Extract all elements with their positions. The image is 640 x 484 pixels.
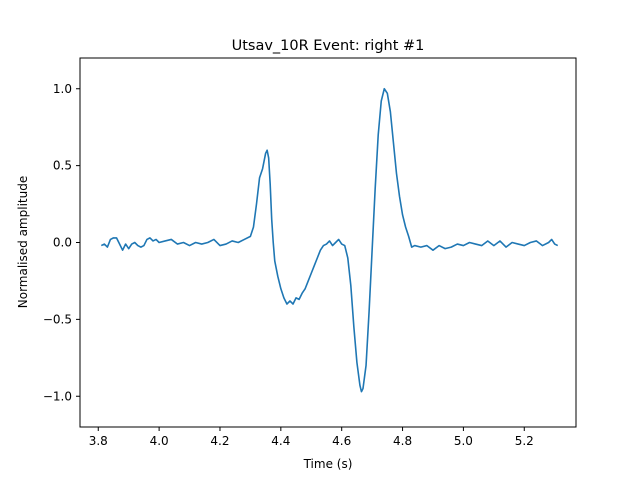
x-tick-label: 4.6 [332,434,351,448]
plot-frame [79,57,577,428]
axis-ticks: 3.8 4.0 4.2 4.4 4.6 4.8 5.0 5.2 −1.0 −0.5 0.0 0.5 1.… [43,82,534,448]
series-line [100,87,559,393]
y-tick-label: 0.5 [53,159,72,173]
y-tick-label: 1.0 [53,82,72,96]
x-tick-label: 5.2 [515,434,534,448]
x-tick-label: 4.2 [210,434,229,448]
y-axis-label: Normalised amplitude [16,176,30,308]
x-tick-label: 4.8 [393,434,412,448]
x-axis-label: Time (s) [303,457,353,471]
chart-title: Utsav_10R Event: right #1 [232,38,425,54]
y-tick-label: 0.0 [53,236,72,250]
x-tick-label: 5.0 [454,434,473,448]
y-tick-label: −0.5 [43,312,72,326]
x-tick-label: 4.4 [271,434,290,448]
plot-data [100,87,559,393]
x-tick-label: 3.8 [89,434,108,448]
x-tick-label: 4.0 [150,434,169,448]
y-tick-label: −1.0 [43,389,72,403]
